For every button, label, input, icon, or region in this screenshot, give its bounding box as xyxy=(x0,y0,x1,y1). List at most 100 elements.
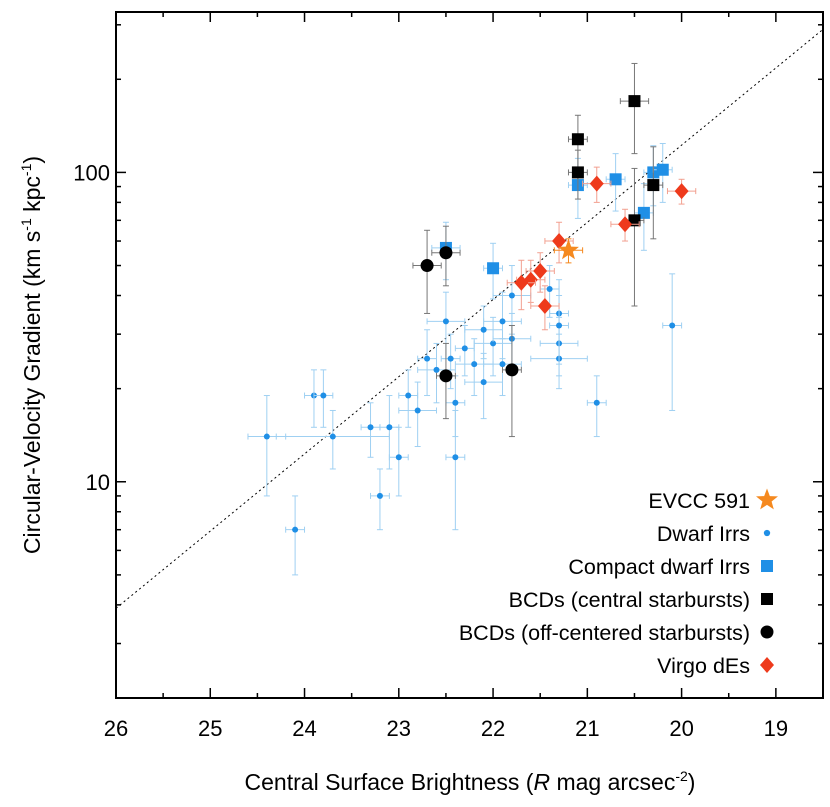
legend-label: Compact dwarf Irrs xyxy=(568,555,750,579)
marker-dot xyxy=(292,526,299,533)
marker-square xyxy=(628,95,641,108)
marker-dot xyxy=(669,322,676,329)
marker-dot xyxy=(424,355,431,362)
marker-dot xyxy=(452,399,459,406)
data-point xyxy=(567,149,588,200)
legend: EVCC 591 Dwarf Irrs Compact dwarf Irrs BCDs… xyxy=(459,488,778,678)
data-point xyxy=(436,342,456,420)
data-point xyxy=(666,178,697,205)
marker-dot xyxy=(376,492,383,499)
marker-square xyxy=(609,173,622,186)
marker-dot xyxy=(593,399,600,406)
marker-circle xyxy=(420,259,434,273)
data-point xyxy=(624,167,645,307)
x-tick-label: 22 xyxy=(481,716,505,741)
fit-line xyxy=(115,28,824,609)
data-point xyxy=(360,402,381,458)
data-point xyxy=(445,375,466,438)
legend-label: BCDs (off-centered starbursts) xyxy=(459,621,750,645)
data-point xyxy=(417,342,456,404)
marker-diamond xyxy=(618,216,633,233)
data-point xyxy=(605,153,626,212)
x-tick-label: 23 xyxy=(387,716,411,741)
data-point xyxy=(370,468,390,531)
marker-square xyxy=(656,163,669,176)
marker-diamond xyxy=(533,263,548,280)
marker-dot xyxy=(471,361,478,368)
legend-label: BCDs (central starbursts) xyxy=(509,588,750,612)
data-point xyxy=(662,273,683,411)
marker-square xyxy=(487,262,500,275)
x-tick-label: 20 xyxy=(669,716,693,741)
data-point xyxy=(501,324,522,438)
data-point xyxy=(567,114,588,169)
marker-diamond xyxy=(537,297,552,314)
marker-dot xyxy=(447,355,454,362)
legend-marker-star xyxy=(756,488,778,510)
y-tick-label: 100 xyxy=(73,160,110,185)
marker-circle xyxy=(439,246,453,260)
marker-dot xyxy=(414,407,421,414)
data-point xyxy=(549,295,569,365)
marker-diamond xyxy=(589,175,604,192)
data-point xyxy=(525,252,555,293)
data-point xyxy=(506,259,536,311)
x-axis-title: Central Surface Brightness (R mag arcsec… xyxy=(245,768,696,795)
data-point xyxy=(473,316,513,377)
data-point xyxy=(586,375,607,438)
marker-dot xyxy=(452,454,459,461)
marker-square xyxy=(637,206,650,219)
marker-square xyxy=(628,214,641,227)
marker-dot xyxy=(442,318,449,325)
data-point xyxy=(313,369,334,428)
data-point xyxy=(530,285,560,331)
x-tick-label: 21 xyxy=(575,716,599,741)
data-point xyxy=(454,338,494,397)
x-tick-label: 19 xyxy=(764,716,788,741)
x-tick-label: 26 xyxy=(104,716,128,741)
data-point xyxy=(247,395,287,497)
legend-label: EVCC 591 xyxy=(648,489,750,513)
data-point xyxy=(582,166,612,203)
data-point xyxy=(398,381,438,448)
marker-dot xyxy=(480,379,487,386)
data-point xyxy=(454,324,475,377)
marker-dot xyxy=(480,326,487,333)
data-point xyxy=(483,242,503,300)
marker-dot xyxy=(367,424,374,431)
data-point xyxy=(610,208,640,242)
y-axis-title: Circular-Velocity Gradient (km s-1 kpc-1… xyxy=(18,156,45,554)
legend-marker-diamond xyxy=(760,657,774,673)
marker-dot xyxy=(490,340,497,347)
marker-dot xyxy=(499,361,506,368)
y-tick-label: 10 xyxy=(86,470,110,495)
axis-ticks xyxy=(115,12,824,699)
data-point xyxy=(275,409,390,470)
legend-marker-dot xyxy=(763,529,771,537)
data-point xyxy=(398,369,419,428)
marker-dot xyxy=(556,322,563,329)
marker-dot xyxy=(499,318,506,325)
legend-marker-square xyxy=(761,560,773,572)
legend-label: Virgo dEs xyxy=(657,654,750,678)
marker-dot xyxy=(329,433,336,440)
data-point xyxy=(412,229,442,314)
marker-diamond xyxy=(552,233,567,250)
marker-dot xyxy=(546,285,553,292)
legend-label: Dwarf Irrs xyxy=(657,522,750,546)
tick-labels: 26 25 24 23 22 21 20 19 10 100 xyxy=(73,160,788,741)
marker-dot xyxy=(508,292,515,299)
data-point xyxy=(643,146,664,240)
data-point xyxy=(388,426,409,497)
data-point xyxy=(417,329,438,397)
marker-dot xyxy=(433,366,440,373)
marker-diamond xyxy=(514,274,529,291)
x-tick-label: 25 xyxy=(198,716,222,741)
data-point xyxy=(652,143,673,203)
data-point xyxy=(304,369,324,428)
marker-diamond xyxy=(674,183,689,200)
marker-dot xyxy=(461,345,468,352)
plot-frame xyxy=(115,11,824,699)
marker-dot xyxy=(395,454,402,461)
